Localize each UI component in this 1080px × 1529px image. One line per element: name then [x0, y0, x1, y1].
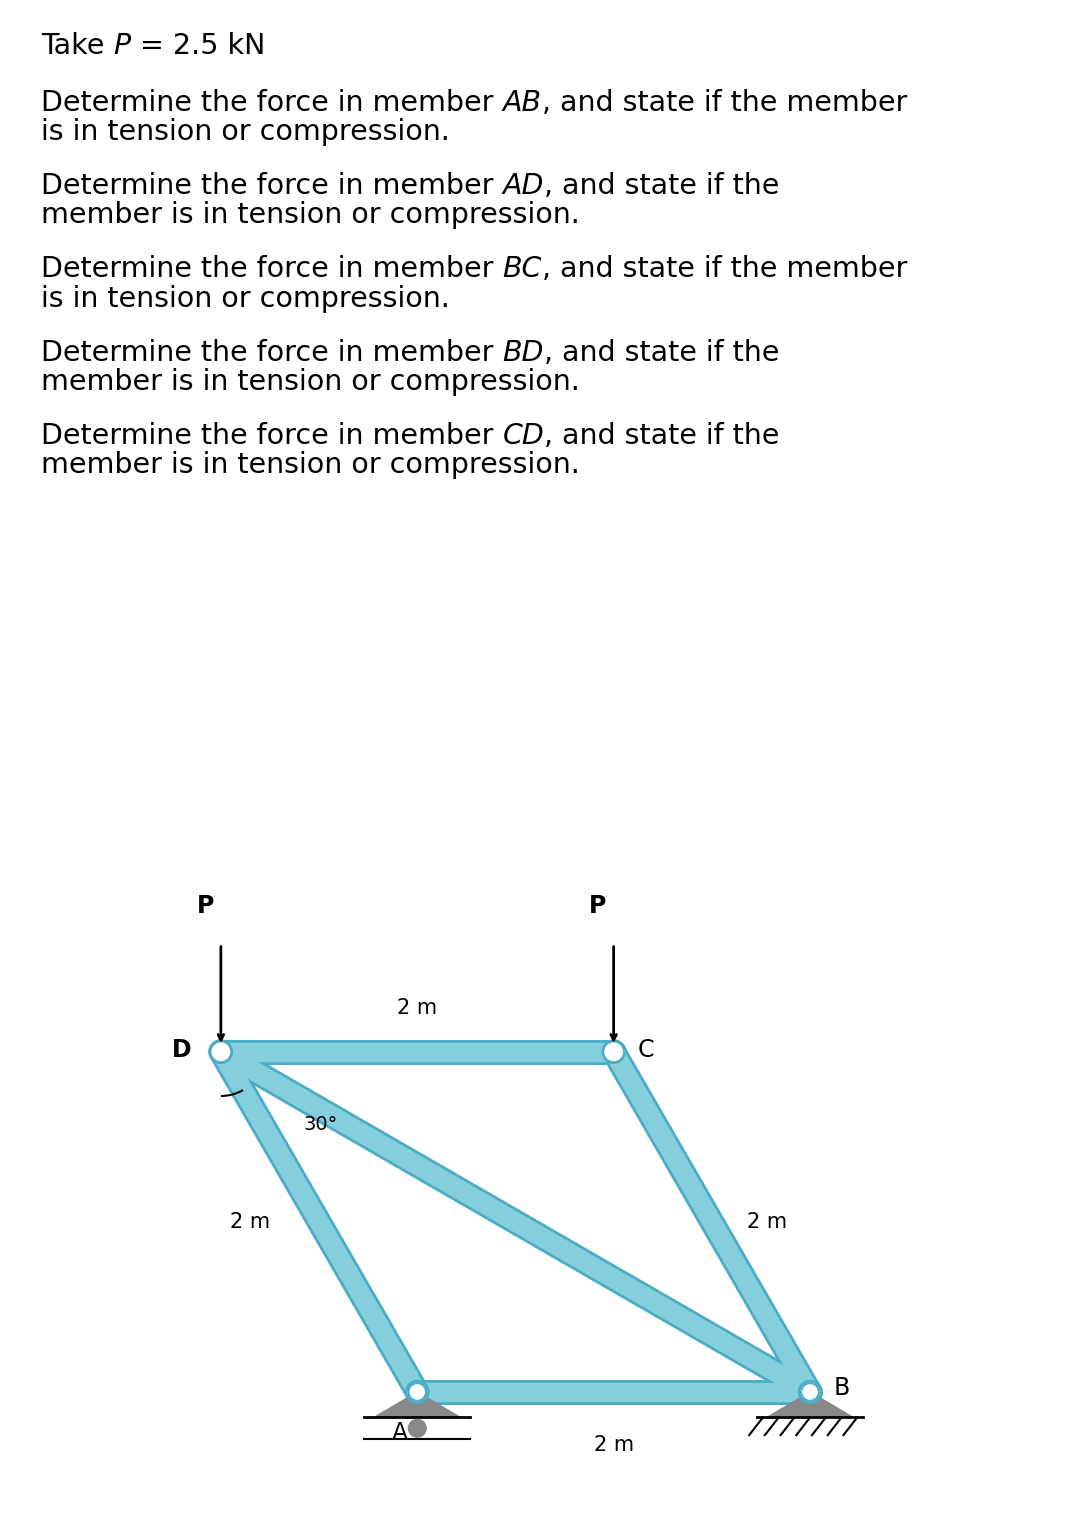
- Text: Determine the force in member: Determine the force in member: [41, 255, 502, 283]
- Text: Determine the force in member: Determine the force in member: [41, 422, 502, 450]
- Text: C: C: [637, 1038, 653, 1061]
- Text: is in tension or compression.: is in tension or compression.: [41, 118, 450, 145]
- Text: 30°: 30°: [303, 1115, 338, 1133]
- Circle shape: [799, 1381, 821, 1402]
- Text: member is in tension or compression.: member is in tension or compression.: [41, 451, 580, 480]
- Text: BC: BC: [502, 255, 542, 283]
- Text: Determine the force in member: Determine the force in member: [41, 89, 502, 116]
- Text: , and state if the member: , and state if the member: [542, 255, 907, 283]
- Text: P: P: [197, 894, 214, 919]
- Text: , and state if the: , and state if the: [544, 339, 780, 367]
- Text: 2 m: 2 m: [230, 1212, 270, 1232]
- Text: Take: Take: [41, 32, 113, 60]
- Polygon shape: [767, 1391, 853, 1417]
- Text: P: P: [590, 894, 607, 919]
- Text: , and state if the member: , and state if the member: [541, 89, 907, 116]
- Text: AD: AD: [502, 173, 544, 200]
- Text: 2 m: 2 m: [747, 1212, 787, 1232]
- Circle shape: [406, 1381, 428, 1402]
- Polygon shape: [374, 1391, 460, 1417]
- Text: B: B: [834, 1376, 850, 1401]
- Text: 2 m: 2 m: [594, 1436, 634, 1456]
- Text: 2 m: 2 m: [397, 998, 437, 1018]
- Text: , and state if the: , and state if the: [544, 422, 780, 450]
- Text: member is in tension or compression.: member is in tension or compression.: [41, 368, 580, 396]
- Text: Determine the force in member: Determine the force in member: [41, 173, 502, 200]
- Text: D: D: [172, 1038, 191, 1061]
- Text: = 2.5 kN: = 2.5 kN: [131, 32, 265, 60]
- Text: Determine the force in member: Determine the force in member: [41, 339, 502, 367]
- Text: , and state if the: , and state if the: [544, 173, 780, 200]
- Circle shape: [408, 1384, 427, 1401]
- Circle shape: [408, 1419, 427, 1437]
- Circle shape: [603, 1041, 624, 1063]
- Text: P: P: [113, 32, 131, 60]
- Text: AB: AB: [502, 89, 541, 116]
- Text: BD: BD: [502, 339, 544, 367]
- Text: member is in tension or compression.: member is in tension or compression.: [41, 202, 580, 229]
- Text: CD: CD: [502, 422, 544, 450]
- Circle shape: [211, 1041, 232, 1063]
- Text: A: A: [391, 1422, 407, 1445]
- Text: is in tension or compression.: is in tension or compression.: [41, 284, 450, 312]
- Circle shape: [801, 1384, 819, 1401]
